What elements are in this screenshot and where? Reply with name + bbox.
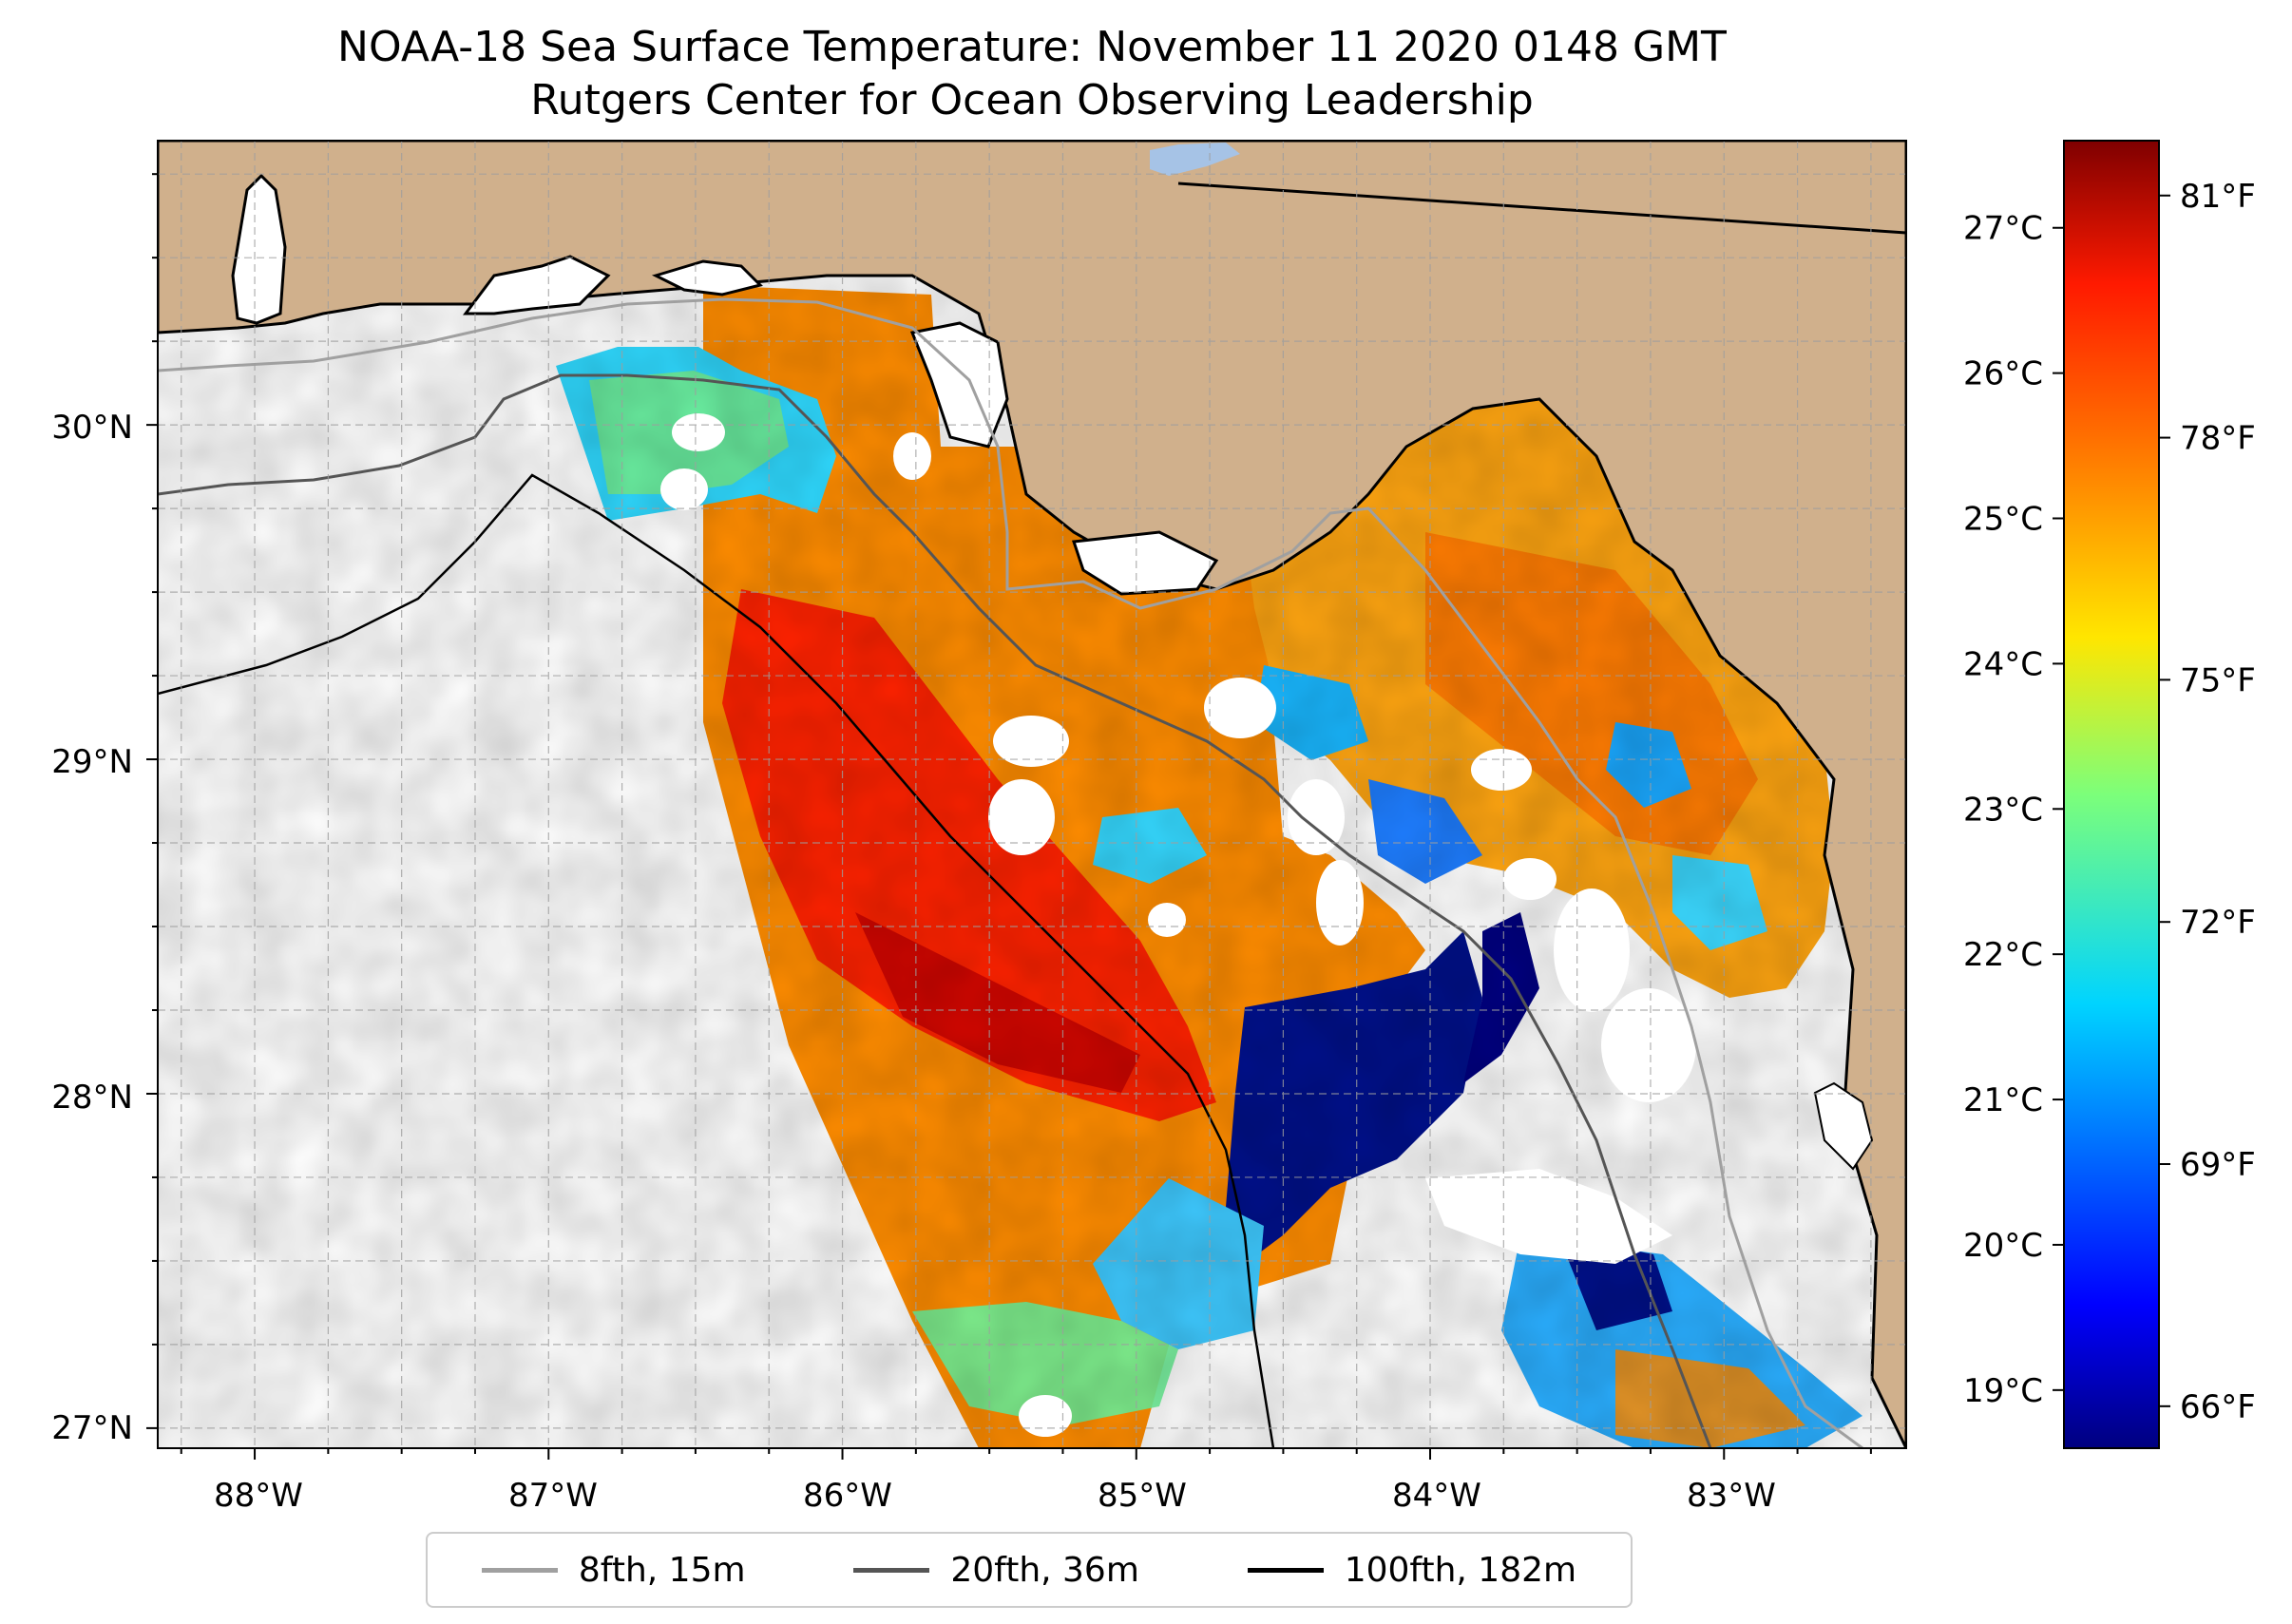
colorbar-gradient bbox=[2063, 140, 2160, 1449]
x-tick-label: 87°W bbox=[508, 1477, 598, 1515]
isobath-100fth bbox=[158, 473, 1275, 1448]
colorbar-c-label: 24°C bbox=[1963, 645, 2043, 683]
colorbar-f-label: 81°F bbox=[2180, 178, 2256, 216]
colorbar-c-label: 25°C bbox=[1963, 501, 2043, 539]
legend-swatch bbox=[1247, 1567, 1324, 1573]
map-frame bbox=[157, 140, 1907, 1449]
colorbar-f-label: 78°F bbox=[2180, 420, 2256, 458]
mobile-bay bbox=[231, 173, 287, 325]
colorbar-f-label: 75°F bbox=[2180, 661, 2256, 699]
apalachicola-bay bbox=[1071, 530, 1219, 596]
legend-label: 100fth, 182m bbox=[1344, 1550, 1577, 1590]
no-data-holes bbox=[660, 413, 1696, 1437]
legend-label: 20fth, 36m bbox=[950, 1550, 1139, 1590]
figure-title: NOAA-18 Sea Surface Temperature: Novembe… bbox=[337, 23, 1727, 71]
x-axis: 88°W 87°W 86°W 85°W 84°W 83°W bbox=[180, 1448, 1872, 1515]
legend-item-8fth: 8fth, 15m bbox=[481, 1550, 746, 1590]
colorbar-c-label: 20°C bbox=[1963, 1227, 2043, 1265]
map-layers bbox=[158, 141, 1906, 1448]
isobath-8fth bbox=[158, 297, 1863, 1448]
colorbar-c-label: 22°C bbox=[1963, 936, 2043, 974]
x-tick-label: 84°W bbox=[1392, 1477, 1481, 1515]
tampa-bay bbox=[1813, 1081, 1874, 1171]
colorbar-celsius-ticks: 19°C 20°C 21°C 22°C 23°C 24°C 25°C 26°C 27°C bbox=[1963, 210, 2064, 1410]
isobath-20fth bbox=[158, 373, 1712, 1448]
isobaths bbox=[158, 297, 1863, 1448]
colorbar-f-label: 66°F bbox=[2180, 1388, 2256, 1426]
colorbar-c-label: 23°C bbox=[1963, 791, 2043, 829]
isobath-legend: 8fth, 15m 20fth, 36m 100fth, 182m bbox=[426, 1532, 1633, 1608]
y-axis: 27°N 28°N 29°N 30°N bbox=[51, 173, 158, 1447]
colorbar: 19°C 20°C 21°C 22°C 23°C 24°C 25°C 26°C 27°C 66°… bbox=[1963, 140, 2256, 1449]
legend-swatch bbox=[481, 1567, 558, 1573]
choctawhatchee-bay bbox=[651, 259, 763, 296]
colorbar-f-label: 69°F bbox=[2180, 1146, 2256, 1184]
colorbar-c-label: 26°C bbox=[1963, 355, 2043, 393]
legend-item-20fth: 20fth, 36m bbox=[853, 1551, 1139, 1590]
y-tick-label: 30°N bbox=[51, 409, 133, 447]
colorbar-c-label: 19°C bbox=[1963, 1372, 2043, 1410]
gridlines bbox=[158, 141, 1906, 1448]
colorbar-c-label: 27°C bbox=[1963, 210, 2043, 248]
colorbar-c-label: 21°C bbox=[1963, 1081, 2043, 1119]
pensacola-bay bbox=[463, 255, 611, 315]
land bbox=[158, 141, 1906, 1448]
x-tick-label: 83°W bbox=[1687, 1477, 1776, 1515]
x-tick-label: 86°W bbox=[803, 1477, 892, 1515]
legend-label: 8fth, 15m bbox=[578, 1550, 746, 1590]
figure-subtitle: Rutgers Center for Ocean Observing Leade… bbox=[530, 76, 1534, 124]
x-tick-label: 85°W bbox=[1098, 1477, 1187, 1515]
legend-item-100fth: 100fth, 182m bbox=[1247, 1550, 1577, 1590]
x-tick-label: 88°W bbox=[214, 1477, 303, 1515]
state-boundary bbox=[1177, 182, 1906, 235]
y-tick-label: 28°N bbox=[51, 1079, 133, 1117]
lake-seminole bbox=[1150, 143, 1240, 176]
colorbar-fahrenheit-ticks: 66°F 69°F 72°F 75°F 78°F 81°F bbox=[2159, 178, 2256, 1426]
y-tick-label: 29°N bbox=[51, 743, 133, 781]
legend-swatch bbox=[853, 1567, 930, 1573]
colorbar-f-label: 72°F bbox=[2180, 904, 2256, 942]
y-tick-label: 27°N bbox=[51, 1409, 133, 1447]
